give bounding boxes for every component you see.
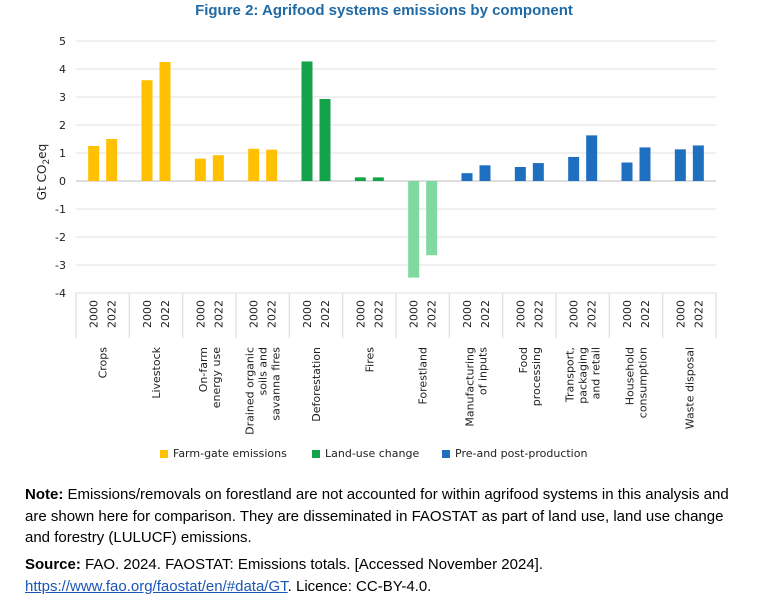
bar-crops-2022 — [106, 139, 118, 181]
source-link[interactable]: https://www.fao.org/faostat/en/#data/GT — [25, 577, 288, 595]
category-label: Transport,packagingand retail — [564, 347, 603, 404]
note-label: Note: — [25, 486, 64, 503]
bar-livestock-2000 — [141, 80, 153, 181]
x-year-label: 2000 — [621, 300, 634, 328]
category-label: Livestock — [150, 346, 163, 398]
category-label: Fires — [363, 347, 376, 373]
y-tick-label: -1 — [55, 203, 66, 216]
bar-fires-2000 — [354, 177, 366, 181]
x-year-label: 2022 — [106, 300, 119, 328]
category-label: On-farmenergy use — [197, 347, 223, 409]
x-year-label: 2000 — [88, 300, 101, 328]
gridlines — [75, 40, 717, 338]
bar-deforestation-2000 — [301, 61, 313, 181]
legend-label-pre-post: Pre-and post-production — [455, 447, 588, 460]
source-licence: . Licence: CC-BY-4.0. — [287, 577, 432, 595]
legend-item-farm-gate: Farm-gate emissions — [160, 447, 287, 460]
category-label: Deforestation — [310, 347, 323, 422]
source-text: FAO. 2024. FAOSTAT: Emissions totals. [A… — [85, 556, 543, 573]
x-year-label: 2022 — [319, 300, 332, 328]
x-year-label: 2000 — [408, 300, 421, 328]
legend-item-pre-post: Pre-and post-production — [442, 447, 587, 460]
y-tick-label: 1 — [59, 147, 66, 160]
category-label: Householdconsumption — [624, 347, 650, 418]
bar-transport-packaging-and-retail-2022 — [586, 135, 598, 181]
note: Note: Emissions/removals on forestland a… — [25, 484, 745, 549]
bar-forestland-2000 — [408, 181, 420, 278]
y-tick-label: 2 — [59, 119, 66, 132]
y-tick-label: 0 — [59, 175, 66, 188]
source-label: Source: — [25, 556, 81, 573]
bar-waste-disposal-2022 — [692, 145, 704, 181]
bar-on-farm-energy-use-2022 — [212, 155, 224, 181]
bar-waste-disposal-2000 — [674, 149, 686, 181]
bar-household-consumption-2000 — [621, 162, 633, 181]
bar-food-processing-2000 — [514, 167, 526, 181]
bar-food-processing-2022 — [532, 163, 544, 181]
y-axis-ticks: 5 4 3 2 1 0 -1 -2 -3 -4 — [55, 35, 66, 300]
bar-fires-2022 — [372, 177, 384, 181]
x-year-label: 2022 — [372, 300, 385, 328]
category-labels: Crops Livestock On-farmenergy use Drained o… — [97, 346, 697, 435]
bar-drained-organic-soils-and-savanna-fires-2000 — [248, 148, 260, 181]
x-year-label: 2000 — [514, 300, 527, 328]
category-label: Crops — [97, 347, 110, 379]
x-year-label: 2022 — [479, 300, 492, 328]
category-label: Waste disposal — [683, 347, 696, 429]
y-tick-label: -4 — [55, 287, 66, 300]
x-year-label: 2022 — [212, 300, 225, 328]
bar-manufacturing-of-inputs-2000 — [461, 173, 473, 181]
bar-deforestation-2022 — [319, 98, 331, 181]
x-year-label: 2022 — [692, 300, 705, 328]
bar-livestock-2022 — [159, 62, 171, 181]
bar-forestland-2022 — [426, 181, 438, 256]
bar-crops-2000 — [88, 146, 100, 181]
x-year-label: 2022 — [159, 300, 172, 328]
x-year-label: 2022 — [532, 300, 545, 328]
y-tick-label: 5 — [59, 35, 66, 48]
y-axis-label: Gt CO2eq — [35, 144, 52, 200]
chart-title: Figure 2: Agrifood systems emissions by … — [195, 2, 573, 19]
bars — [88, 61, 704, 278]
x-year-label: 2000 — [354, 300, 367, 328]
x-year-label: 2000 — [141, 300, 154, 328]
x-year-label: 2000 — [194, 300, 207, 328]
legend-label-farm-gate: Farm-gate emissions — [173, 447, 287, 460]
category-label: Foodprocessing — [517, 347, 543, 406]
category-label: Drained organicsoils andsavanna fires — [244, 347, 283, 435]
x-year-label: 2000 — [301, 300, 314, 328]
x-year-label: 2022 — [426, 300, 439, 328]
x-year-label: 2022 — [266, 300, 279, 328]
legend-item-land-use: Land-use change — [312, 447, 419, 460]
y-tick-label: -3 — [55, 259, 66, 272]
bar-on-farm-energy-use-2000 — [194, 158, 206, 181]
x-year-label: 2000 — [674, 300, 687, 328]
x-year-label: 2022 — [639, 300, 652, 328]
legend-swatch-land-use — [312, 450, 320, 458]
category-label: Forestland — [417, 347, 430, 405]
legend-swatch-pre-post — [442, 450, 450, 458]
legend-label-land-use: Land-use change — [325, 447, 420, 460]
source: Source: FAO. 2024. FAOSTAT: Emissions to… — [25, 554, 745, 597]
x-year-label: 2022 — [586, 300, 599, 328]
bar-drained-organic-soils-and-savanna-fires-2022 — [266, 149, 278, 181]
bar-manufacturing-of-inputs-2022 — [479, 165, 491, 181]
y-tick-label: 4 — [59, 63, 66, 76]
legend-swatch-farm-gate — [160, 450, 168, 458]
note-text: Emissions/removals on forestland are not… — [25, 486, 729, 546]
y-tick-label: 3 — [59, 91, 66, 104]
x-year-label: 2000 — [568, 300, 581, 328]
year-labels: 2000 2022 2000 2022 2000 2022 2000 2022 2000 2022… — [88, 300, 706, 328]
bar-household-consumption-2022 — [639, 147, 651, 181]
y-tick-label: -2 — [55, 231, 66, 244]
x-year-label: 2000 — [461, 300, 474, 328]
bar-transport-packaging-and-retail-2000 — [568, 156, 580, 181]
category-label: Manufacturingof inputs — [464, 347, 490, 427]
x-year-label: 2000 — [248, 300, 261, 328]
